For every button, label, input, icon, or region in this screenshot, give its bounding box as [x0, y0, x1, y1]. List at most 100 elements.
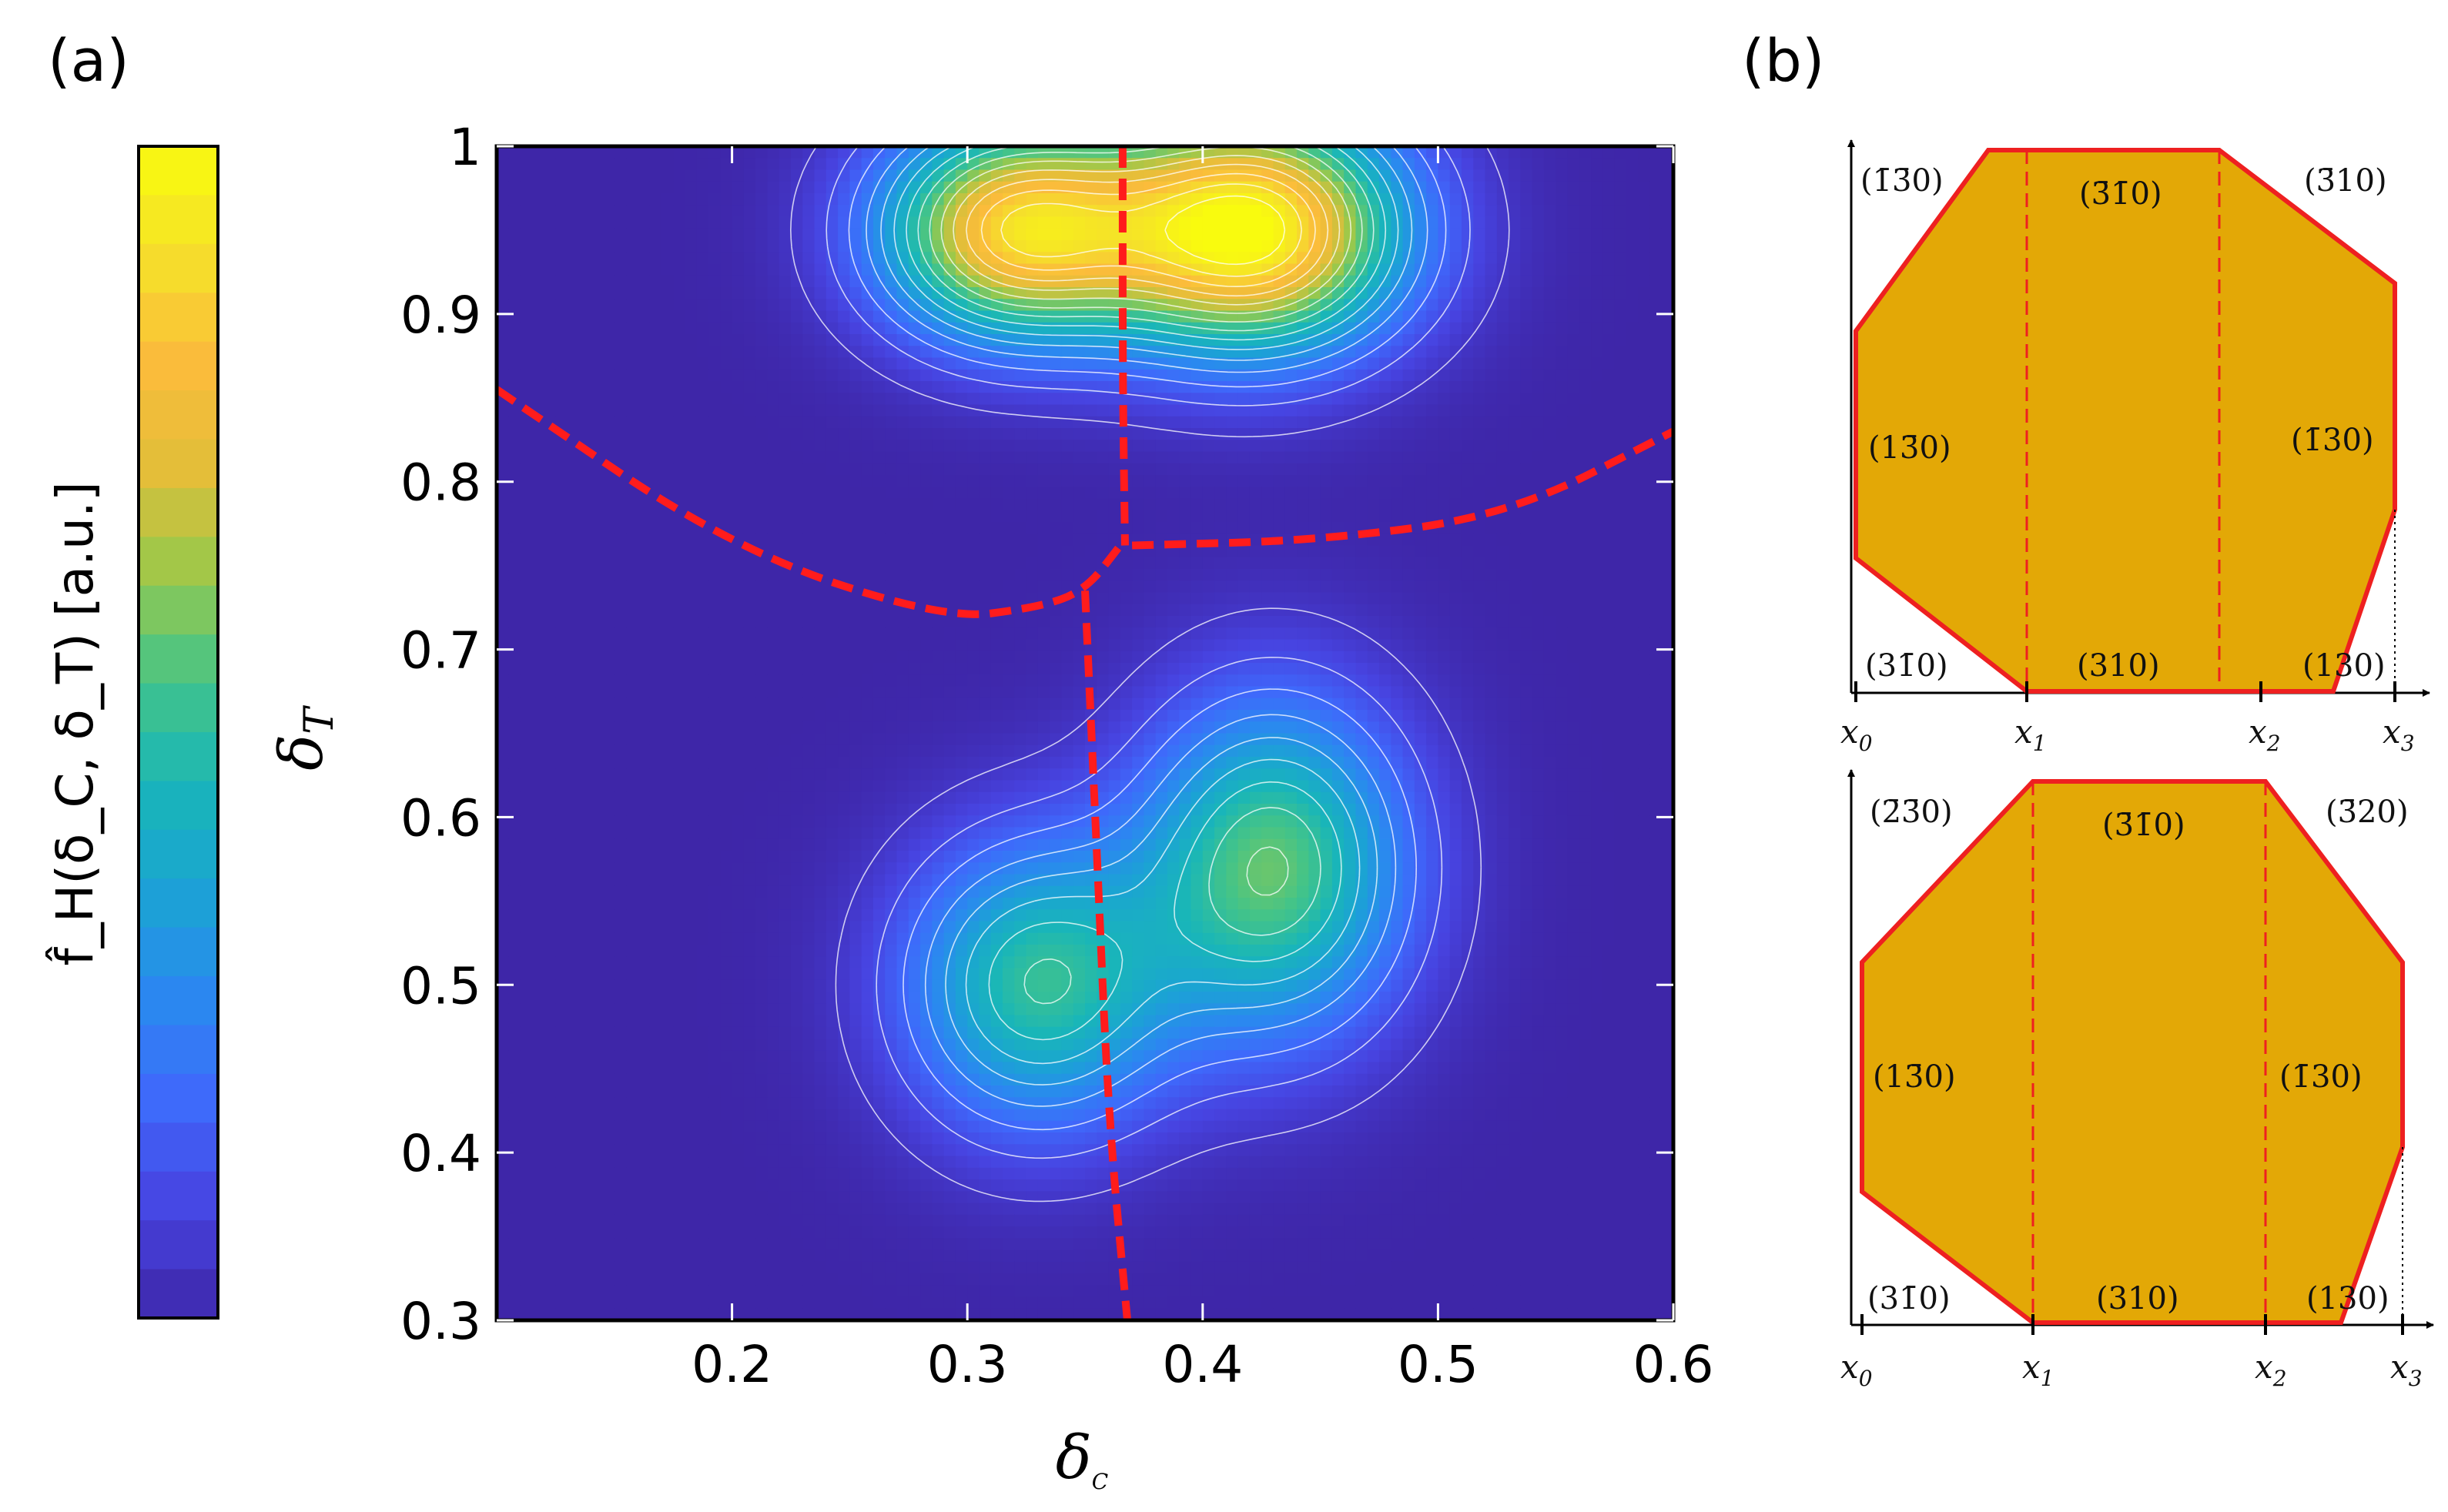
heatmap-cell: [1226, 510, 1239, 523]
heatmap-cell: [861, 616, 874, 628]
heatmap-cell: [685, 169, 698, 182]
heatmap-cell: [591, 487, 604, 500]
heatmap-cell: [779, 721, 792, 734]
heatmap-cell: [1556, 440, 1569, 453]
heatmap-cell: [1579, 697, 1592, 711]
heatmap-cell: [1026, 346, 1039, 359]
colorbar-step: [139, 1122, 218, 1172]
heatmap-cell: [896, 475, 909, 487]
heatmap-cell: [1520, 440, 1533, 453]
heatmap-cell: [825, 451, 839, 464]
heatmap-cell: [1638, 287, 1651, 299]
heatmap-cell: [1567, 545, 1580, 558]
heatmap-cell: [1449, 534, 1462, 547]
heatmap-cell: [1202, 721, 1215, 734]
heatmap-cell: [602, 721, 615, 734]
heatmap-cell: [1614, 557, 1627, 570]
heatmap-cell: [943, 545, 956, 558]
heatmap-cell: [732, 674, 745, 687]
heatmap-cell: [1626, 310, 1639, 323]
heatmap-cell: [1003, 580, 1015, 594]
heatmap-cell: [1097, 240, 1110, 253]
heatmap-cell: [1050, 697, 1063, 711]
heatmap-cell: [567, 275, 580, 288]
heatmap-cell: [685, 263, 698, 276]
heatmap-cell: [1379, 627, 1391, 641]
heatmap-cell: [825, 252, 839, 265]
heatmap-cell: [614, 475, 627, 487]
heatmap-cell: [708, 627, 721, 641]
heatmap-cell: [1297, 451, 1309, 464]
heatmap-cell: [1556, 228, 1569, 241]
heatmap-cell: [861, 663, 874, 675]
heatmap-cell: [1438, 216, 1451, 229]
heatmap-cell: [1061, 557, 1074, 570]
heatmap-cell: [673, 663, 686, 675]
heatmap-cell: [708, 369, 721, 382]
heatmap-cell: [1261, 710, 1274, 722]
heatmap-cell: [626, 263, 638, 276]
heatmap-cell: [1649, 510, 1663, 523]
heatmap-cell: [1144, 346, 1157, 359]
heatmap-cell: [1426, 428, 1438, 440]
heatmap-cell: [1638, 275, 1651, 288]
heatmap-cell: [1449, 463, 1462, 476]
heatmap-cell: [849, 580, 862, 594]
heatmap-cell: [1485, 216, 1498, 229]
heatmap-cell: [1509, 639, 1521, 652]
heatmap-cell: [1202, 393, 1215, 406]
heatmap-cell: [1579, 310, 1592, 323]
heatmap-cell: [1284, 475, 1298, 487]
heatmap-cell: [591, 651, 604, 664]
heatmap-cell: [508, 428, 521, 440]
heatmap-cell: [1155, 346, 1168, 359]
heatmap-cell: [1037, 627, 1050, 641]
heatmap-cell: [1237, 181, 1251, 194]
heatmap-cell: [1579, 158, 1592, 171]
heatmap-cell: [967, 416, 980, 429]
heatmap-cell: [520, 627, 533, 641]
heatmap-cell: [1273, 369, 1286, 382]
heatmap-cell: [943, 616, 956, 628]
heatmap-cell: [520, 498, 533, 511]
heatmap-cell: [1191, 663, 1204, 675]
heatmap-cell: [920, 534, 933, 547]
heatmap-cell: [1496, 381, 1509, 393]
heatmap-cell: [1567, 710, 1580, 722]
heatmap-cell: [1132, 404, 1144, 417]
colorbar-step: [139, 243, 218, 293]
heatmap-cell: [1402, 604, 1415, 617]
heatmap-cell: [696, 228, 709, 241]
heatmap-cell: [1579, 193, 1592, 206]
heatmap-cell: [1591, 639, 1603, 652]
heatmap-cell: [779, 322, 792, 335]
heatmap-cell: [1626, 498, 1639, 511]
heatmap-cell: [1284, 545, 1298, 558]
heatmap-cell: [544, 639, 556, 652]
heatmap-cell: [1144, 404, 1157, 417]
heatmap-cell: [755, 357, 769, 370]
heatmap-cell: [638, 498, 651, 511]
heatmap-cell: [1532, 416, 1545, 429]
heatmap-cell: [708, 193, 721, 206]
heatmap-cell: [1485, 592, 1498, 605]
heatmap-cell: [990, 592, 1003, 605]
heatmap-cell: [1638, 428, 1651, 440]
heatmap-cell: [1202, 522, 1215, 534]
heatmap-cell: [1543, 357, 1556, 370]
heatmap-cell: [1191, 463, 1204, 476]
heatmap-cell: [1426, 357, 1438, 370]
heatmap-cell: [979, 697, 992, 711]
heatmap-cell: [838, 381, 850, 393]
heatmap-cell: [649, 557, 662, 570]
heatmap-cell: [908, 193, 921, 206]
heatmap-cell: [1449, 416, 1462, 429]
heatmap-cell: [755, 216, 769, 229]
heatmap-cell: [1485, 322, 1498, 335]
heatmap-cell: [1144, 369, 1157, 382]
heatmap-cell: [1179, 721, 1192, 734]
heatmap-cell: [767, 193, 780, 206]
heatmap-cell: [1097, 158, 1110, 171]
heatmap-cell: [1638, 322, 1651, 335]
